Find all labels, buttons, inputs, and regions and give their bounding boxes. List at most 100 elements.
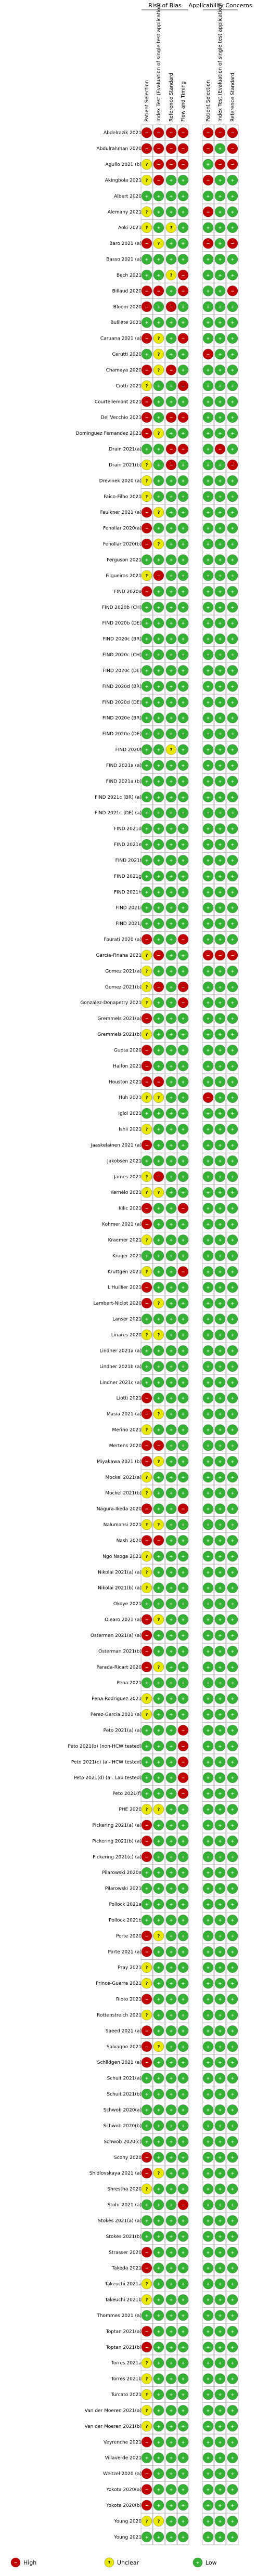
table-row: Gomez 2021(b)? − + − + + + — [105, 979, 239, 995]
rating-symbol: + — [145, 637, 149, 642]
rating-symbol: ? — [146, 1554, 148, 1559]
rating-symbol: + — [182, 1412, 185, 1416]
rating-symbol: + — [218, 2408, 222, 2413]
rating-dot-low — [214, 507, 226, 518]
rating-symbol: − — [145, 1665, 149, 1670]
rating-symbol: − — [218, 447, 222, 452]
rating-symbol: + — [182, 2234, 185, 2239]
rating-symbol: + — [218, 2392, 222, 2397]
rating-dot-low — [165, 538, 177, 550]
table-row: FIND 2020b (CH) + + + + + + + — [102, 599, 239, 616]
rating-dot-high — [141, 143, 152, 154]
rating-symbol: + — [145, 763, 149, 768]
rating-symbol: + — [231, 1807, 235, 1812]
rating-symbol: ? — [158, 1459, 160, 1464]
rating-symbol: + — [157, 969, 161, 973]
rating-symbol: ? — [158, 1333, 160, 1337]
rating-symbol: + — [182, 178, 185, 183]
rating-symbol: + — [170, 2045, 173, 2049]
rating-symbol: + — [231, 1269, 235, 1274]
study-label: Albert 2020 — [114, 194, 142, 199]
rating-symbol: + — [207, 273, 210, 278]
rating-symbol: + — [182, 1111, 185, 1116]
rating-symbol: + — [182, 1475, 185, 1480]
rating-symbol: − — [207, 131, 210, 135]
rating-symbol: + — [145, 273, 149, 278]
legend-item-low: + Low — [192, 2557, 217, 2568]
rating-symbol: + — [182, 2471, 185, 2476]
rating-symbol: + — [145, 2218, 149, 2223]
rating-dot-low — [177, 491, 189, 502]
rating-symbol: + — [218, 1776, 222, 1780]
rating-symbol: + — [170, 2377, 173, 2382]
table-row: Filgueiras 2021? − + + + + + — [106, 567, 239, 584]
rating-symbol: + — [218, 1554, 222, 1559]
rating-symbol: ? — [158, 1412, 160, 1416]
rating-symbol: ? — [146, 2013, 148, 2018]
rating-symbol: + — [218, 1870, 222, 1875]
rating-symbol: + — [218, 2013, 222, 2018]
rating-symbol: + — [218, 621, 222, 626]
rating-symbol: + — [207, 495, 210, 499]
study-label: Garcia-Finana 2021 — [96, 953, 142, 958]
study-label: Alemany 2021 — [108, 210, 142, 215]
rating-symbol: + — [207, 2392, 210, 2397]
rating-symbol: + — [218, 2028, 222, 2033]
rating-dot-low — [202, 317, 214, 328]
rating-symbol: + — [218, 858, 222, 863]
rating-symbol: + — [207, 779, 210, 784]
rating-symbol: + — [170, 2519, 173, 2523]
rating-symbol: + — [170, 1728, 173, 1733]
study-label: Van der Moeren 2021(b) — [85, 2424, 142, 2429]
rating-symbol: ? — [170, 226, 173, 230]
table-row: Lindner 2021b (a) + + + + + + + — [99, 1358, 239, 1375]
rating-symbol: + — [182, 2107, 185, 2112]
legend-label: High — [23, 2559, 36, 2566]
rating-symbol: + — [157, 1776, 161, 1780]
table-row: Rioto 2021− + + + + + + — [116, 1991, 239, 2008]
rating-symbol: + — [218, 1428, 222, 1433]
table-row: Del Vecchio 2021− + − − + + + — [101, 409, 239, 426]
study-label: Ciotti 2021 — [115, 384, 142, 389]
rating-symbol: + — [170, 1412, 173, 1416]
table-row: Perez-Garcia 2021 (a)? + + + + + + — [91, 1706, 239, 1723]
study-label: Thommes 2021 (a) — [96, 2313, 142, 2319]
rating-dot-low — [177, 617, 189, 629]
rating-symbol: + — [157, 2060, 161, 2065]
rating-symbol: ? — [146, 1269, 148, 1274]
rating-dot-low — [177, 586, 189, 597]
rating-symbol: + — [170, 2392, 173, 2397]
rating-symbol: + — [207, 716, 210, 721]
rating-symbol: + — [231, 779, 235, 784]
study-label: Liotti 2021 — [117, 1396, 142, 1401]
rating-symbol: − — [145, 1143, 149, 1148]
rating-symbol: + — [207, 194, 210, 199]
rating-symbol: + — [145, 1317, 149, 1322]
rating-dot-low — [165, 570, 177, 581]
rating-symbol: − — [145, 241, 149, 246]
rating-dot-low — [227, 617, 238, 629]
rating-symbol: + — [207, 1475, 210, 1480]
rating-symbol: + — [231, 2076, 235, 2081]
rating-symbol: + — [157, 210, 161, 214]
rating-symbol: + — [145, 2139, 149, 2144]
rating-symbol: + — [157, 2028, 161, 2033]
rating-symbol: + — [182, 1918, 185, 1922]
rating-symbol: + — [207, 1206, 210, 1211]
rating-symbol: ? — [158, 336, 160, 341]
rating-symbol: − — [145, 431, 149, 436]
rating-symbol: + — [182, 1301, 185, 1306]
table-row: Bloom 2020− + − + + + + — [113, 298, 239, 315]
rating-symbol: + — [170, 1301, 173, 1306]
study-label: Prince-Guerra 2021 — [96, 1981, 142, 1986]
rating-symbol: ? — [158, 1096, 160, 1100]
rating-symbol: + — [231, 621, 235, 626]
table-row: FIND 2020b (DE) + + + + + + + — [102, 615, 239, 631]
study-label: FIND 2021j — [115, 921, 142, 927]
rating-symbol: + — [207, 748, 210, 752]
rating-symbol: + — [231, 399, 235, 404]
table-row: Pickering 2021(c) (a) − + + + + + + — [93, 1849, 239, 1865]
study-label: FIND 2021i — [115, 906, 142, 911]
rating-symbol: + — [157, 1760, 161, 1764]
table-row: James 2021? − + + + + + — [113, 1168, 239, 1185]
